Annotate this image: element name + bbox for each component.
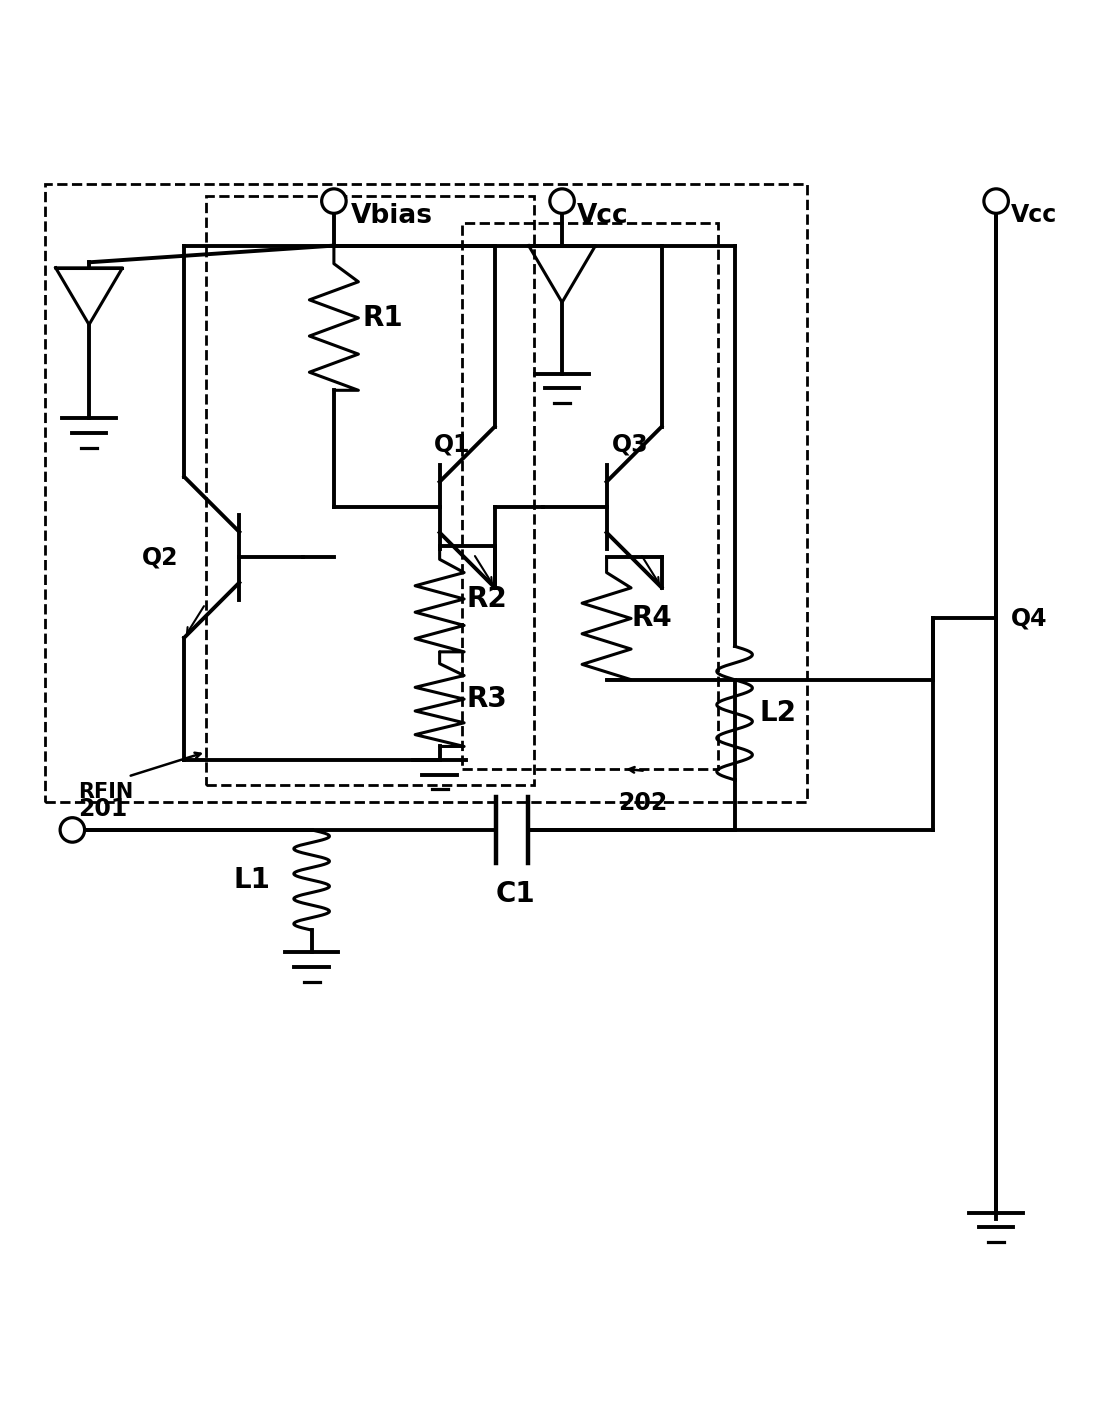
Text: R3: R3 bbox=[466, 685, 508, 713]
Circle shape bbox=[322, 188, 346, 214]
Text: L2: L2 bbox=[759, 699, 796, 727]
Bar bbox=[462, 224, 718, 768]
Bar bbox=[206, 195, 534, 785]
Circle shape bbox=[984, 188, 1008, 214]
Circle shape bbox=[550, 188, 574, 214]
Text: C1: C1 bbox=[495, 880, 535, 908]
Circle shape bbox=[60, 818, 85, 842]
Text: R1: R1 bbox=[363, 304, 404, 333]
Text: Q2: Q2 bbox=[142, 545, 179, 569]
Text: L1: L1 bbox=[234, 866, 270, 894]
Text: Q1: Q1 bbox=[434, 433, 471, 457]
Text: 201: 201 bbox=[78, 797, 127, 821]
Text: R2: R2 bbox=[466, 584, 508, 613]
Text: R4: R4 bbox=[631, 604, 672, 633]
Text: Q3: Q3 bbox=[612, 433, 649, 457]
Text: Q4: Q4 bbox=[1011, 607, 1047, 631]
Text: Vcc: Vcc bbox=[577, 204, 628, 229]
Text: Vcc: Vcc bbox=[1011, 204, 1057, 228]
Text: RFIN: RFIN bbox=[78, 782, 134, 802]
Bar bbox=[45, 184, 807, 802]
Text: 202: 202 bbox=[618, 791, 667, 815]
Text: Vbias: Vbias bbox=[351, 204, 433, 229]
